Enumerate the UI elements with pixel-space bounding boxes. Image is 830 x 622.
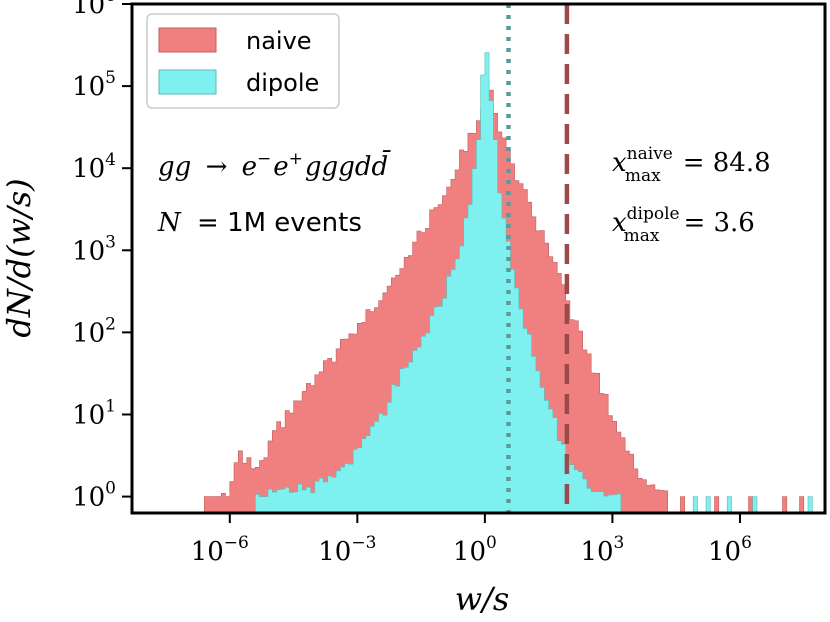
dipole-max-annotation: xdipole max = 3.6 <box>612 204 755 246</box>
x-axis-ticks: 10−6 10−3 100 103 106 <box>191 513 752 567</box>
outlier-bin-naive <box>799 496 805 514</box>
outlier-bin-naive <box>782 496 788 514</box>
outlier-bin-naive <box>748 496 754 514</box>
y-axis-ticks: 100 101 102 103 104 105 106 <box>72 0 132 513</box>
x-tick-label: 100 <box>453 533 497 567</box>
outlier-bin-dipole <box>807 496 813 514</box>
axes-frame <box>130 2 827 515</box>
y-axis-label: dN/d(w/s) <box>0 178 38 337</box>
naive-max-annotation: xnaive max = 84.8 <box>612 144 771 186</box>
outlier-bin-dipole <box>705 496 711 514</box>
legend: naive dipole <box>146 13 340 109</box>
outlier-bin-naive <box>680 496 686 514</box>
y-tick-label: 105 <box>72 68 116 102</box>
x-tick-label: 106 <box>708 533 752 567</box>
legend-swatch-naive <box>158 27 217 53</box>
y-tick-label: 100 <box>72 479 116 513</box>
y-tick-label: 103 <box>72 232 116 266</box>
naive-histogram <box>204 86 668 514</box>
outlier-bin-dipole <box>752 496 758 514</box>
y-tick-label: 104 <box>72 150 116 184</box>
legend-label-naive: naive <box>246 27 312 55</box>
x-tick-label: 10−3 <box>318 533 376 567</box>
outlier-bin-dipole <box>726 496 732 514</box>
y-tick-label: 102 <box>72 314 116 348</box>
legend-label-dipole: dipole <box>246 69 319 97</box>
outlier-bin-dipole <box>692 496 698 514</box>
y-tick-label: 101 <box>72 396 116 430</box>
legend-swatch-dipole <box>158 69 217 95</box>
x-tick-label: 103 <box>580 533 624 567</box>
y-tick-label: 106 <box>72 0 116 20</box>
x-tick-label: 10−6 <box>191 533 249 567</box>
outlier-bin-naive <box>714 496 720 514</box>
events-annotation: N = 1M events <box>157 208 362 238</box>
x-axis-label: w/s <box>455 580 510 618</box>
dipole-histogram <box>255 52 622 514</box>
process-annotation: gg → e−e+gggdd̄ <box>158 149 391 182</box>
